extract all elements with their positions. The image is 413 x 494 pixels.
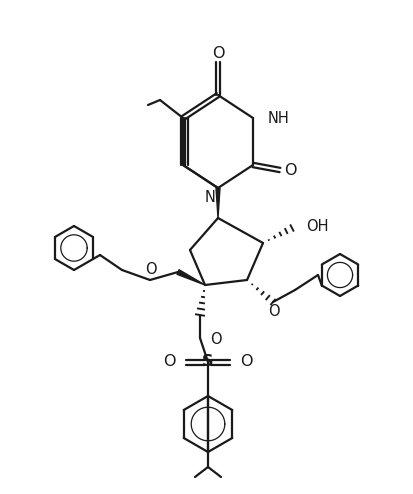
Text: OH: OH	[305, 218, 328, 234]
Text: O: O	[283, 163, 296, 177]
Text: O: O	[145, 262, 157, 278]
Polygon shape	[216, 188, 219, 218]
Text: NH: NH	[267, 111, 289, 125]
Text: O: O	[268, 303, 279, 319]
Text: O: O	[163, 355, 176, 370]
Text: O: O	[240, 355, 252, 370]
Text: N: N	[204, 190, 216, 205]
Text: S: S	[202, 355, 213, 370]
Text: O: O	[211, 45, 224, 60]
Text: O: O	[209, 331, 221, 346]
Polygon shape	[176, 270, 204, 285]
